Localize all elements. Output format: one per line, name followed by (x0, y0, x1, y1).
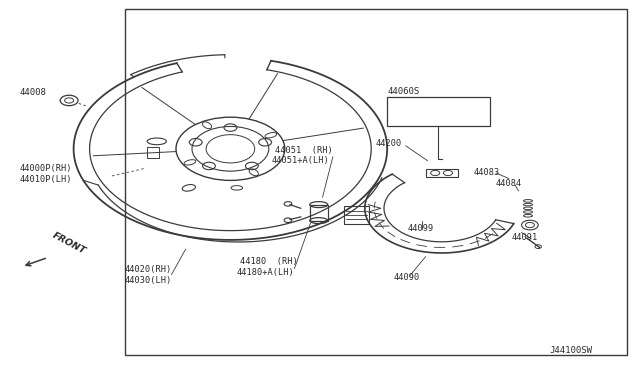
Text: 44010P(LH): 44010P(LH) (19, 175, 72, 184)
Text: 44051+A(LH): 44051+A(LH) (272, 156, 330, 165)
Text: FRONT: FRONT (51, 231, 87, 256)
Text: 44020(RH): 44020(RH) (125, 265, 172, 274)
Text: 44091: 44091 (512, 233, 538, 242)
Text: J44100SW: J44100SW (549, 346, 592, 355)
Text: 44200: 44200 (376, 139, 402, 148)
Text: 44051  (RH): 44051 (RH) (275, 145, 333, 154)
Text: 44180  (RH): 44180 (RH) (240, 257, 298, 266)
Text: 44060S: 44060S (387, 87, 419, 96)
Text: 44084: 44084 (496, 179, 522, 188)
Bar (387, 97, 490, 126)
Bar (310, 205, 328, 221)
Bar (125, 9, 627, 355)
Text: 44030(LH): 44030(LH) (125, 276, 172, 285)
Text: 44008: 44008 (19, 88, 46, 97)
Text: 44099: 44099 (408, 224, 434, 233)
Bar (426, 169, 458, 177)
Text: 44000P(RH): 44000P(RH) (19, 164, 72, 173)
Bar (344, 206, 369, 224)
Text: 44180+A(LH): 44180+A(LH) (237, 267, 294, 276)
Bar (147, 147, 159, 158)
Text: 44083: 44083 (474, 168, 500, 177)
Text: 44090: 44090 (394, 273, 420, 282)
